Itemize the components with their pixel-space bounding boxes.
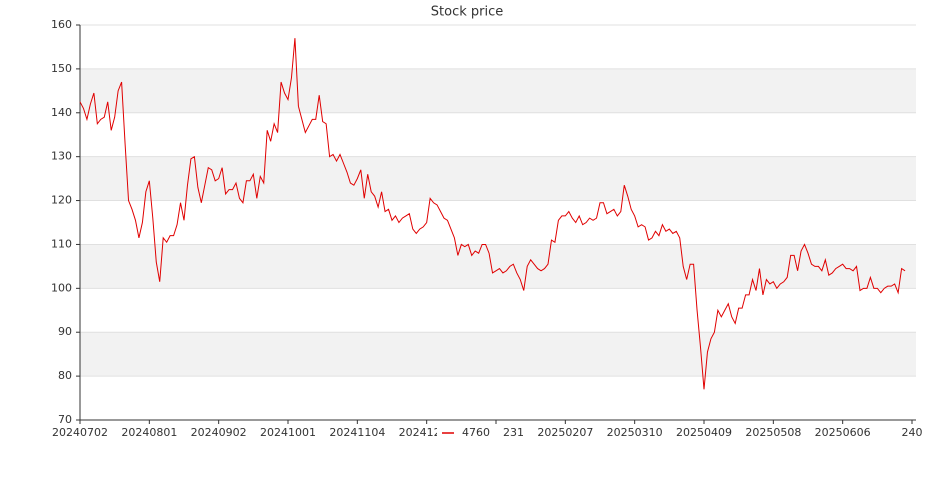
legend-label: 4760: [462, 426, 490, 439]
y-tick-label: 160: [51, 18, 72, 31]
x-tick-label: 20250409: [676, 426, 732, 439]
x-tick-label: 240: [902, 426, 923, 439]
series-line: [79, 38, 906, 390]
x-tick-label: 20241001: [260, 426, 316, 439]
y-tick-label: 150: [51, 62, 72, 75]
y-tick-label: 110: [51, 237, 72, 250]
x-tick-label: 20250207: [537, 426, 593, 439]
x-tick-label: 20250508: [745, 426, 801, 439]
legend-box: [437, 425, 503, 441]
y-tick-label: 80: [58, 369, 72, 382]
y-tick-label: 100: [51, 281, 72, 294]
grid-band: [80, 244, 916, 289]
x-tick-label: 20250310: [607, 426, 663, 439]
x-tick-label: 20240902: [191, 426, 247, 439]
x-tick-label: 20241104: [329, 426, 385, 439]
y-tick-label: 70: [58, 413, 72, 426]
y-tick-label: 90: [58, 325, 72, 338]
x-tick-label: 20240801: [121, 426, 177, 439]
y-tick-label: 140: [51, 106, 72, 119]
x-tick-label: 20240702: [52, 426, 108, 439]
grid-band: [80, 68, 916, 113]
y-tick-label: 120: [51, 194, 72, 207]
chart-title: Stock price: [431, 5, 503, 20]
y-tick-label: 130: [51, 150, 72, 163]
x-tick-label: 20250606: [815, 426, 871, 439]
grid-band: [80, 332, 916, 377]
grid-band: [80, 156, 916, 201]
